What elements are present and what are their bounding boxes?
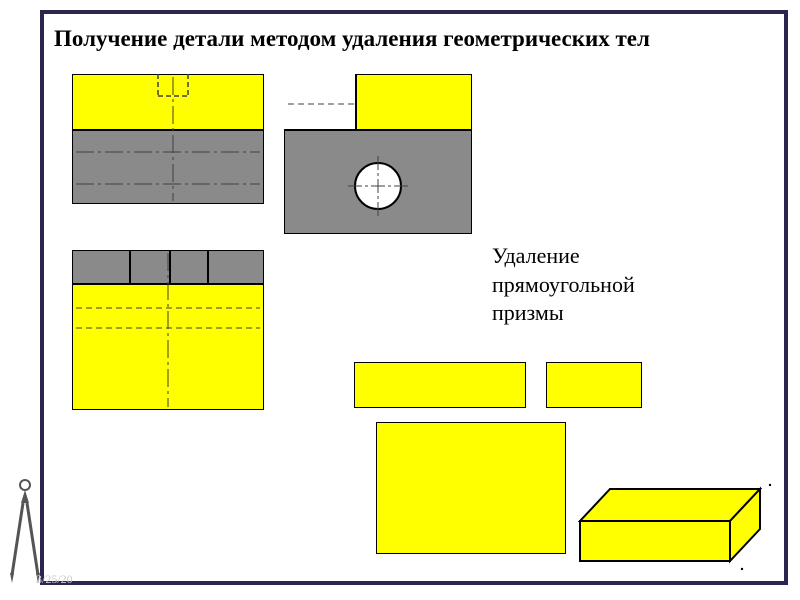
slide-title: Получение детали методом удаления геомет… (54, 26, 650, 52)
slide-frame: Получение детали методом удаления геомет… (40, 10, 788, 585)
caption-text: Удаление прямоугольной призмы (492, 242, 635, 328)
small-rect-1 (354, 362, 526, 408)
big-rect (376, 422, 566, 554)
prism-3d (570, 469, 780, 579)
caption-line: призмы (492, 300, 564, 325)
caption-line: Удаление (492, 243, 580, 268)
small-rect-2 (546, 362, 642, 408)
date-label: 3/25/20 (36, 572, 73, 587)
compass-icon (6, 475, 44, 585)
drawing-view-top-left (72, 74, 264, 204)
drawing-view-top-right (284, 74, 472, 234)
drawing-view-bottom-left (72, 250, 264, 410)
caption-line: прямоугольной (492, 272, 635, 297)
